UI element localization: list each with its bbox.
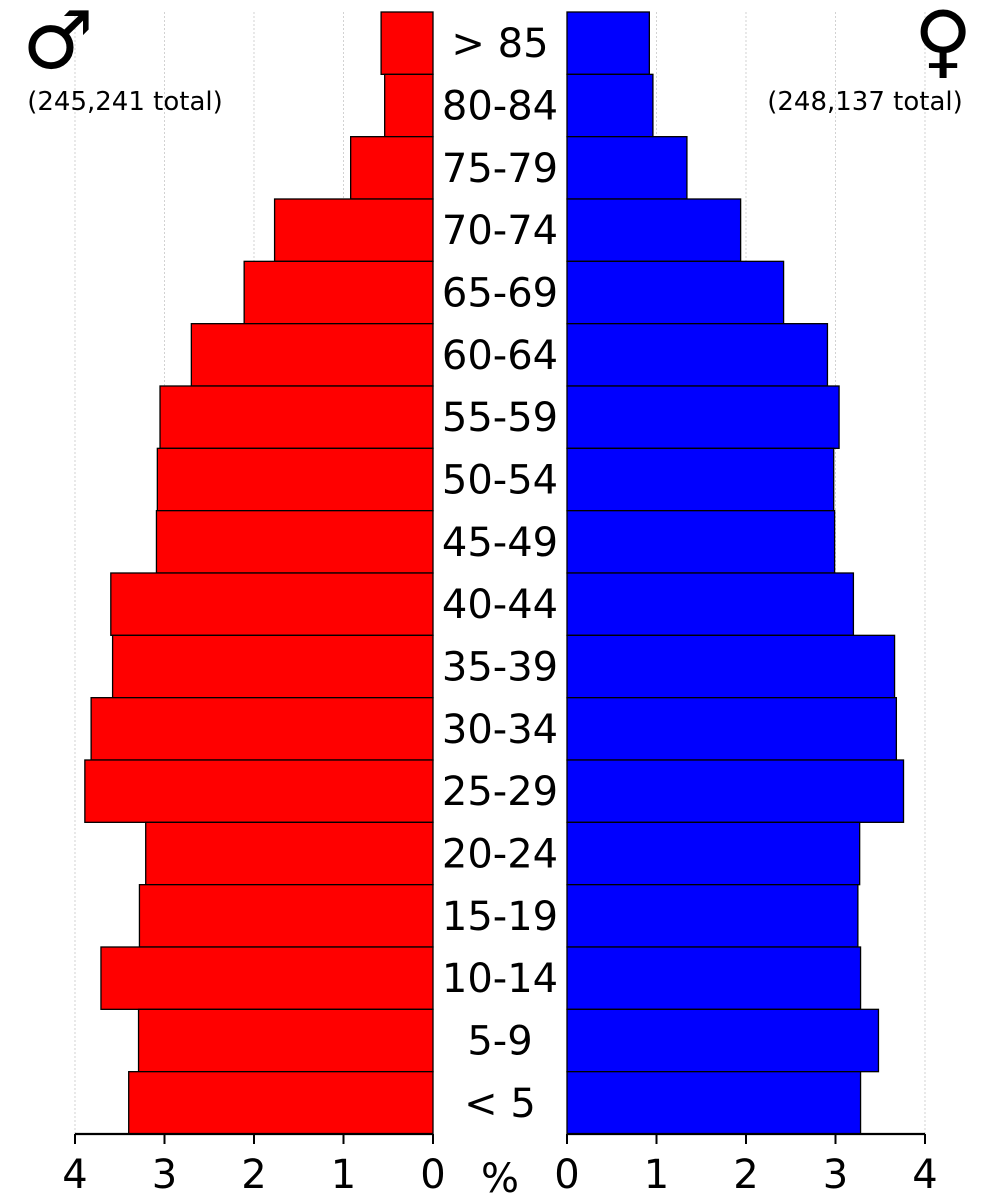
female-bar: [566, 73, 654, 138]
x-tick-label: 2: [241, 1152, 266, 1198]
age-group-label: 20-24: [442, 832, 558, 878]
age-group-label: 75-79: [442, 146, 558, 192]
female-bar: [566, 821, 861, 886]
male-bar: [137, 1008, 434, 1073]
x-tick-label: 3: [152, 1152, 177, 1198]
x-tick-label: 4: [912, 1152, 937, 1198]
female-total-label: (248,137 total): [767, 87, 963, 117]
age-group-label: 40-44: [442, 582, 558, 628]
unit-label: %: [481, 1156, 519, 1200]
age-group-label: 15-19: [442, 894, 558, 940]
male-bar: [384, 73, 434, 138]
age-group-label: 5-9: [467, 1019, 532, 1065]
age-group-label: > 85: [451, 21, 548, 67]
age-group-label: 60-64: [442, 333, 558, 379]
female-bar: [566, 634, 896, 699]
age-group-label: 30-34: [442, 707, 558, 753]
female-bar: [566, 11, 650, 75]
male-bar: [243, 260, 434, 325]
female-bar: [566, 385, 840, 449]
male-bar: [110, 572, 434, 636]
age-group-label: 45-49: [442, 520, 558, 566]
female-bar: [566, 946, 862, 1010]
male-bar: [155, 510, 434, 574]
age-group-label: < 5: [464, 1081, 536, 1127]
male-bar: [156, 447, 434, 512]
male-bar: [145, 821, 434, 886]
male-bars: [84, 11, 434, 1135]
female-bar: [566, 198, 742, 262]
female-bar: [566, 759, 905, 823]
female-bar: [566, 323, 829, 387]
male-bar: [350, 136, 434, 200]
x-tick-label: 0: [554, 1152, 579, 1198]
male-bar: [111, 634, 434, 699]
male-total-label: (245,241 total): [27, 87, 223, 117]
female-bar: [566, 697, 898, 761]
x-axes: 4 3 2 1 0 0 1 2 3 4: [62, 1132, 938, 1198]
male-bar: [273, 198, 434, 262]
age-group-label: 80-84: [442, 84, 558, 130]
age-group-label: 50-54: [442, 458, 558, 504]
female-bars: [566, 11, 905, 1135]
female-bar: [566, 260, 785, 325]
female-bar: [566, 136, 688, 200]
female-symbol: ♀: [914, 0, 973, 87]
male-bar: [190, 323, 434, 387]
female-bar: [566, 510, 836, 574]
x-tick-label: 4: [62, 1152, 87, 1198]
age-group-labels: > 85 80-84 75-79 70-74 65-69 60-64 55-59 50-54 4…: [442, 21, 558, 1127]
male-bar: [380, 11, 434, 75]
female-bar: [566, 572, 855, 636]
female-bar: [566, 447, 835, 512]
x-tick-label: 3: [823, 1152, 848, 1198]
female-bar: [566, 1071, 862, 1135]
age-group-label: 55-59: [442, 395, 558, 441]
x-tick-label: 2: [733, 1152, 758, 1198]
age-group-label: 70-74: [442, 208, 558, 254]
x-tick-label: 1: [331, 1152, 356, 1198]
age-group-label: 35-39: [442, 645, 558, 691]
x-tick-label: 1: [644, 1152, 669, 1198]
male-bar: [159, 385, 434, 449]
male-bar: [84, 759, 434, 823]
female-bar: [566, 884, 859, 948]
female-bar: [566, 1008, 880, 1073]
age-group-label: 65-69: [442, 271, 558, 317]
male-symbol: ♂: [22, 0, 94, 87]
age-group-label: 25-29: [442, 769, 558, 815]
age-group-label: 10-14: [442, 956, 558, 1002]
male-bar: [90, 697, 434, 761]
male-bar: [100, 946, 434, 1010]
x-tick-label: 0: [420, 1152, 445, 1198]
male-bar: [128, 1071, 434, 1135]
male-bar: [138, 884, 434, 948]
